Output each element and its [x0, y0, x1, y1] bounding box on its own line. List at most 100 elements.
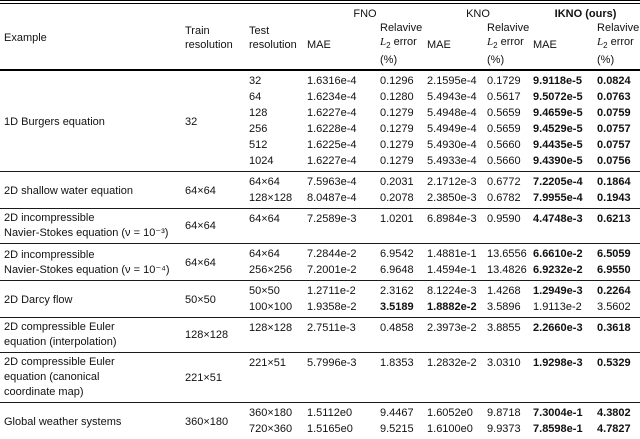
fno-rel-cell: 0.2078	[380, 192, 414, 205]
test-resolution-cell: 32	[249, 75, 262, 88]
test-resolution-cell: 256	[249, 123, 268, 136]
example-line: Navier-Stokes equation (ν = 10⁻³)	[4, 227, 169, 240]
fno-mae-cell: 1.5165e0	[307, 423, 353, 436]
fno-mae-cell: 5.7996e-3	[307, 357, 357, 370]
fno-rel-cell: 6.9648	[380, 264, 414, 277]
ikno-mae-cell: 4.4748e-3	[533, 213, 583, 226]
kno-rel-cell: 0.6782	[487, 192, 521, 205]
kno-mae-cell: 1.2832e-2	[427, 357, 477, 370]
example-line: 2D compressible Euler	[4, 321, 115, 334]
train-resolution-cell: 32	[185, 116, 198, 129]
ikno-group-header: IKNO (ours)	[554, 8, 617, 20]
kno-rel-cell: 1.4268	[487, 285, 521, 298]
ikno-rel-cell: 4.7827	[597, 423, 631, 436]
kno-mae-cell: 5.4948e-4	[427, 107, 477, 120]
test-resolution-cell: 221×51	[249, 357, 287, 370]
fno-rel-cell: 6.9542	[380, 248, 414, 261]
kno-mae-cell: 5.4949e-4	[427, 123, 477, 136]
fno-rel-cell: 0.1279	[380, 107, 414, 120]
test-resolution-cell: 256×256	[249, 264, 293, 277]
fno-rel-header: Relavive L2 error (%)	[378, 21, 425, 70]
kno-mae-cell: 1.6100e0	[427, 423, 473, 436]
train-resolution-cell: 360×180	[185, 416, 229, 429]
ikno-mae-cell: 9.4390e-5	[533, 155, 583, 168]
rel-header-line3: (%)	[487, 54, 505, 67]
kno-rel-header: Relavive L2 error (%)	[485, 21, 531, 70]
table-row: 1D Burgers equation 32 32 1.6316e-4 0.1296 2.…	[0, 70, 640, 128]
ikno-mae-cell: 9.5072e-5	[533, 91, 583, 104]
table-row: 128×128 8.0487e-4 0.2078 2.3850e-3 0.6782 7.9…	[0, 190, 640, 209]
kno-mae-cell: 5.4943e-4	[427, 91, 477, 104]
fno-mae-cell: 1.6225e-4	[307, 139, 357, 152]
example-cell: 2D shallow water equation	[0, 172, 183, 209]
kno-mae-cell: 2.3973e-2	[427, 322, 477, 335]
ikno-mae-cell: 7.3004e-1	[533, 407, 583, 420]
kno-mae-cell: 2.1712e-3	[427, 176, 477, 189]
example-line: Global weather systems	[4, 415, 122, 428]
ikno-mae-cell: 7.2205e-4	[533, 176, 583, 189]
ikno-mae-cell: 9.9118e-5	[533, 75, 582, 88]
table-row: 2D Darcy flow 50×50 50×50 1.2711e-2 2.3162 8.…	[0, 281, 640, 306]
ikno-mae-cell: 1.9113e-2	[533, 301, 582, 314]
fno-rel-cell: 0.1279	[380, 123, 414, 136]
table-row: 64 1.6234e-4 0.1280 5.4943e-4 0.5617 9.5072e-…	[0, 89, 640, 105]
train-resolution-cell: 50×50	[185, 294, 216, 307]
ikno-mae-cell: 2.2660e-3	[533, 322, 583, 335]
example-line: equation (interpolation)	[4, 336, 117, 349]
rel-header-line2: L2 error	[487, 36, 524, 51]
rel-header-line1: Relavive	[380, 22, 423, 34]
rel-header-line2: L2 error	[380, 36, 417, 51]
ikno-rel-cell: 0.0824	[597, 75, 631, 88]
kno-group-header: KNO	[466, 8, 490, 20]
ikno-mae-cell: 1.9298e-3	[533, 357, 583, 370]
test-resolution-cell: 360×180	[249, 407, 293, 420]
ikno-rel-cell: 3.5602	[597, 301, 631, 314]
test-resolution-cell: 512	[249, 139, 268, 152]
train-resolution-cell: 64×64	[185, 257, 216, 270]
rel-header-line2: L2 error	[597, 36, 634, 51]
fno-rel-cell: 9.5215	[380, 423, 414, 436]
rel-header-line1: Relavive	[487, 22, 530, 34]
table-section: 2D incompressible Navier-Stokes equation …	[0, 243, 640, 281]
table-section: 2D compressible Euler equation (interpola…	[0, 317, 640, 353]
ikno-rel-cell: 0.2264	[597, 285, 631, 298]
ikno-mae-cell: 6.6610e-2	[533, 248, 583, 261]
ikno-mae-header: MAE	[533, 39, 557, 52]
kno-mae-cell: 1.8882e-2	[427, 301, 477, 314]
table-section: 2D compressible Euler equation (canonical…	[0, 352, 640, 403]
kno-rel-cell: 9.9373	[487, 423, 521, 436]
fno-rel-cell: 2.3162	[380, 285, 414, 298]
train-resolution-header: Train resolution	[185, 25, 233, 52]
fno-rel-cell: 1.0201	[380, 213, 414, 226]
kno-rel-cell: 9.8718	[487, 407, 521, 420]
train-resolution-cell: 221×51	[185, 371, 223, 384]
fno-rel-cell: 0.1279	[380, 155, 414, 168]
test-resolution-cell: 64×64	[249, 213, 280, 226]
kno-rel-cell: 13.6556	[487, 248, 527, 261]
example-cell: 2D Darcy flow	[0, 281, 183, 318]
example-header: Example	[4, 32, 47, 45]
ikno-mae-cell: 7.9955e-4	[533, 192, 583, 205]
kno-mae-header: MAE	[427, 39, 451, 52]
kno-rel-cell: 3.8855	[487, 322, 521, 335]
test-resolution-cell: 128×128	[249, 192, 293, 205]
ikno-rel-cell: 4.3802	[597, 407, 631, 420]
example-cell: 2D compressible Euler equation (canonical…	[0, 353, 183, 403]
kno-rel-cell: 0.6772	[487, 176, 521, 189]
kno-rel-cell: 0.5659	[487, 123, 521, 136]
table-section: 2D shallow water equation 64×64 64×64 7.596…	[0, 171, 640, 209]
rel-header-line3: (%)	[597, 54, 615, 67]
fno-rel-cell: 1.8353	[380, 357, 414, 370]
ikno-rel-cell: 0.0763	[597, 91, 631, 104]
example-line: 2D Darcy flow	[4, 293, 73, 306]
test-resolution-cell: 50×50	[249, 285, 280, 298]
fno-mae-header: MAE	[307, 39, 331, 52]
fno-mae-cell: 7.2589e-3	[307, 213, 357, 226]
fno-mae-cell: 1.6227e-4	[307, 107, 357, 120]
test-resolution-cell: 128	[249, 107, 268, 120]
example-cell: 2D compressible Euler equation (interpola…	[0, 318, 183, 353]
fno-mae-cell: 2.7511e-3	[307, 322, 356, 335]
test-resolution-cell: 1024	[249, 155, 274, 168]
